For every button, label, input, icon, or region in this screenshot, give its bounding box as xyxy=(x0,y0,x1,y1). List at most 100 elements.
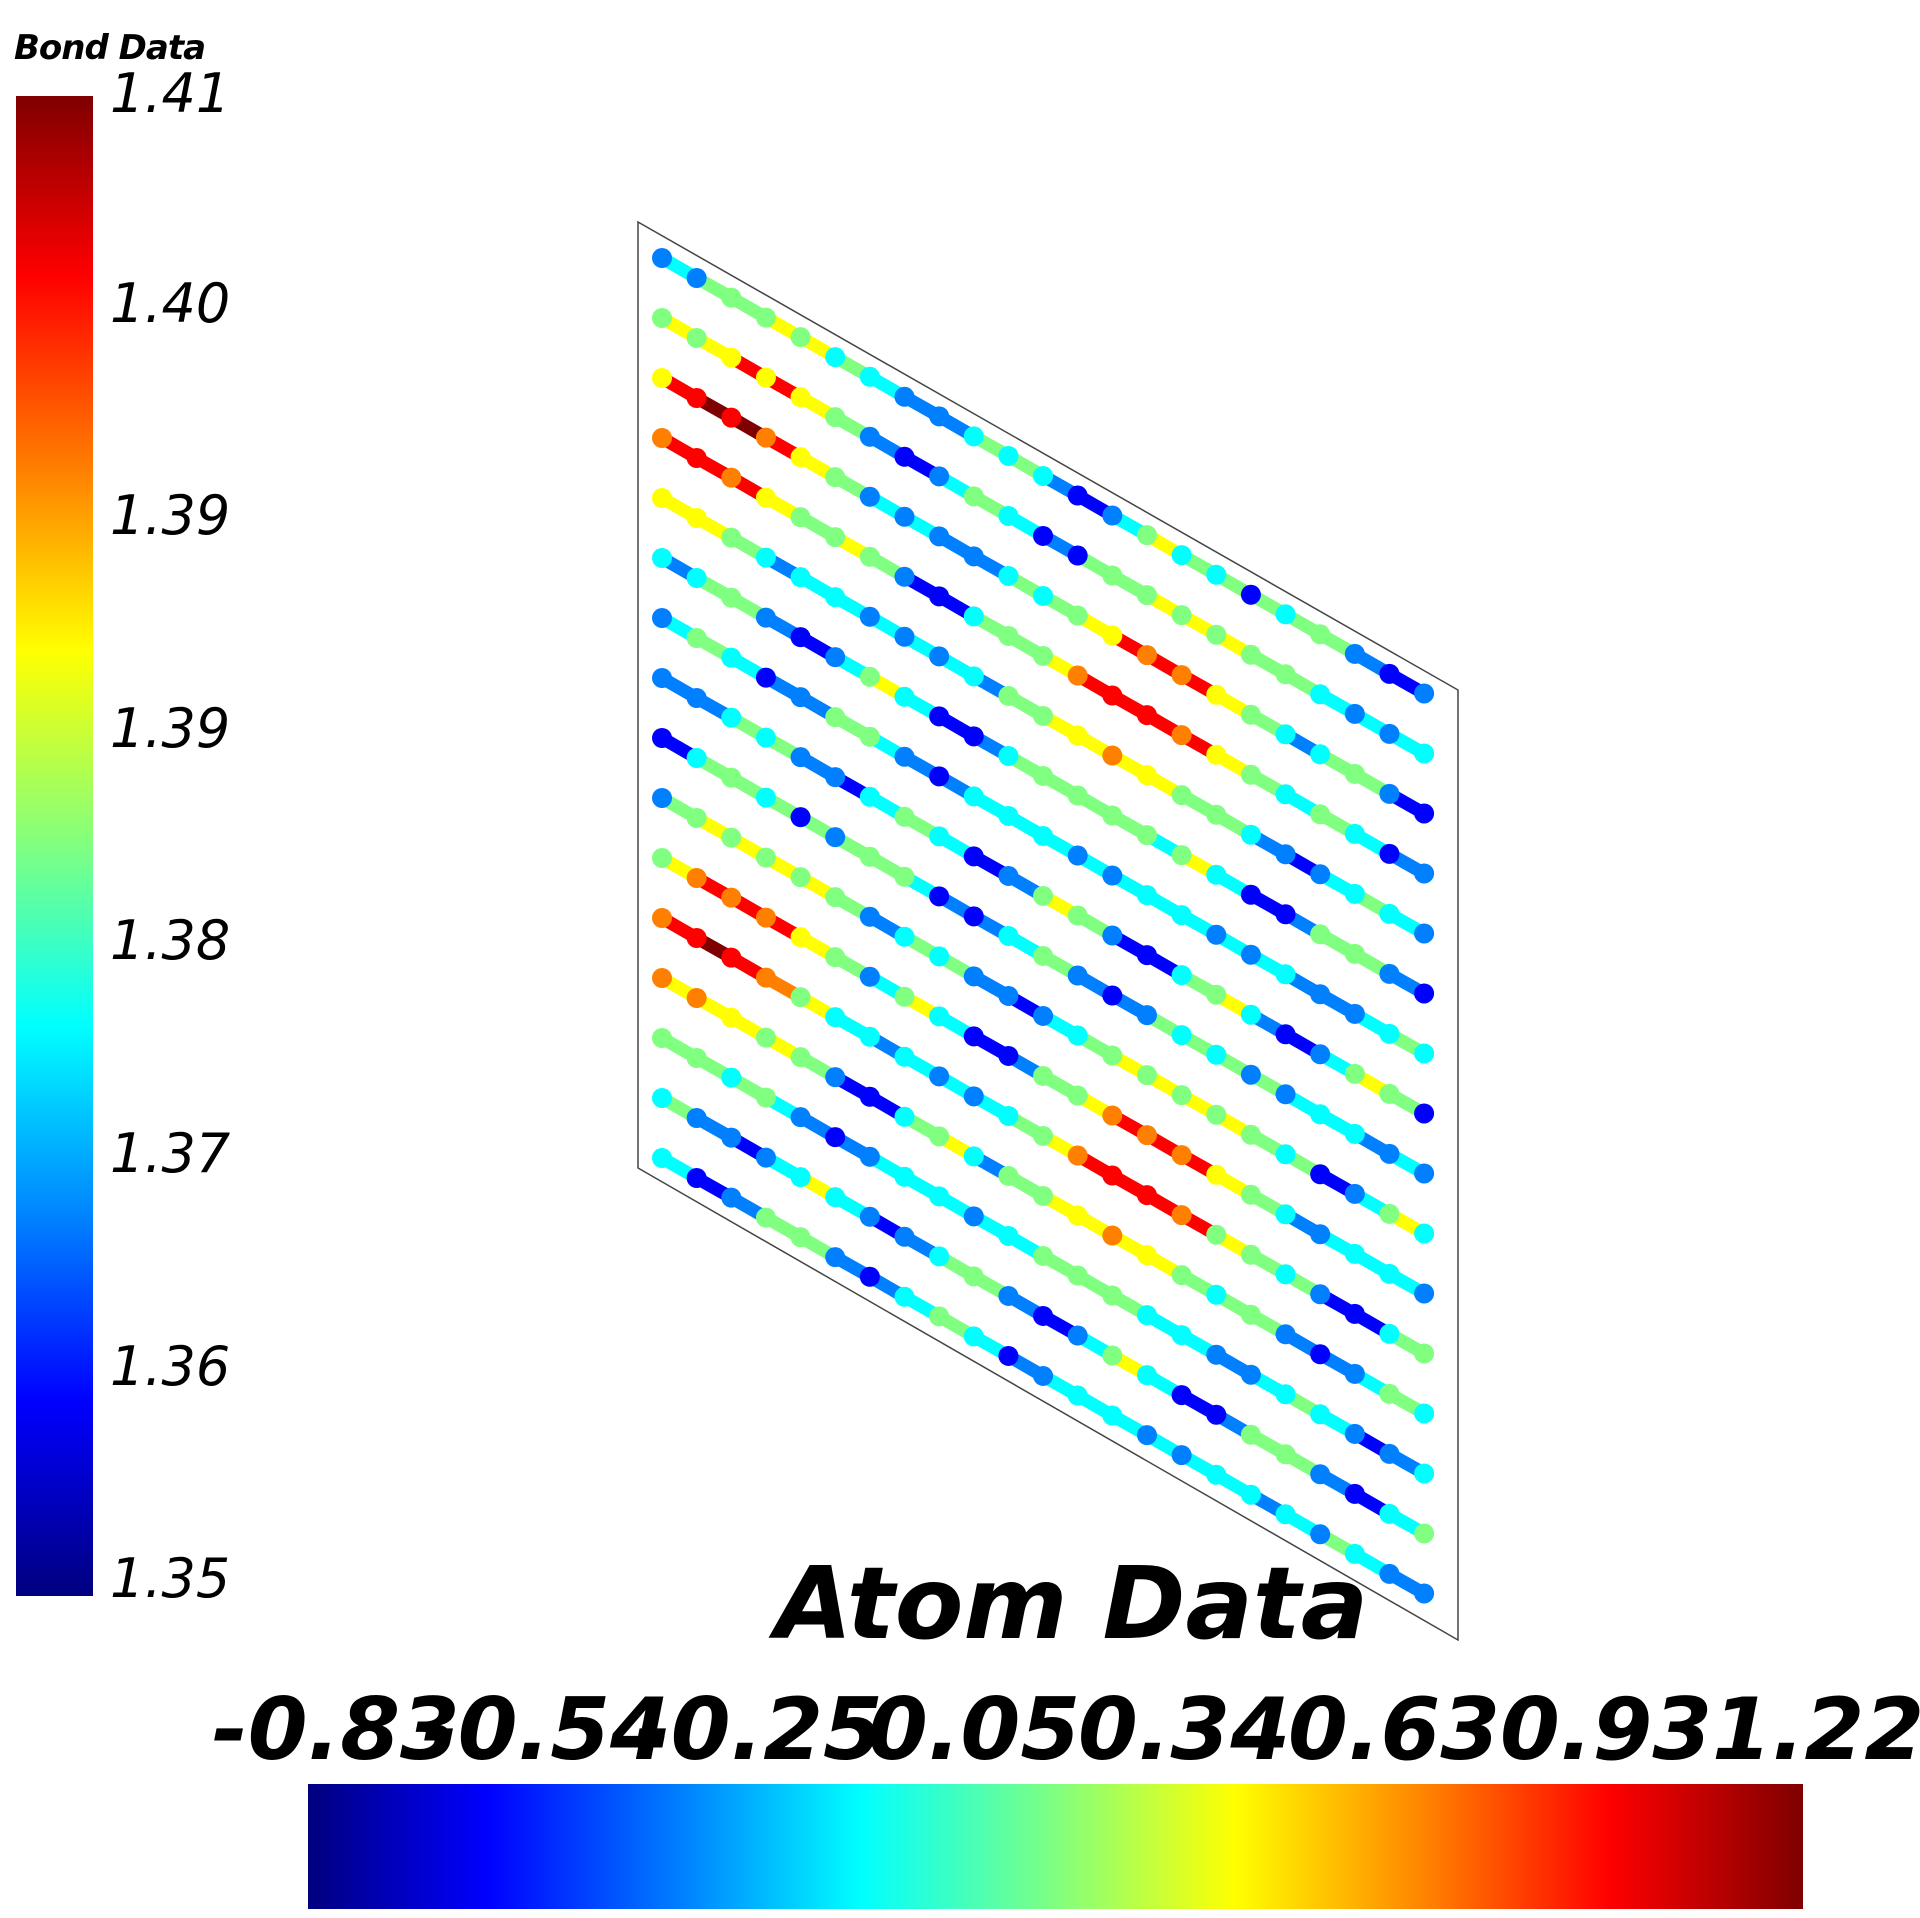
atom xyxy=(686,1168,707,1188)
atom xyxy=(859,966,880,987)
atom xyxy=(998,1105,1019,1126)
atom-tick: -0.25 xyxy=(635,1680,883,1780)
atom xyxy=(1275,604,1296,625)
atom xyxy=(1136,645,1157,666)
atom xyxy=(1379,1263,1400,1284)
atom xyxy=(929,1186,950,1207)
atom xyxy=(1414,1403,1435,1424)
bond-colorbar xyxy=(16,96,93,1596)
atom xyxy=(998,805,1019,826)
atom xyxy=(998,1225,1019,1246)
atom xyxy=(1414,863,1435,884)
atom xyxy=(755,727,776,748)
atom xyxy=(859,846,880,867)
atom-tick: -0.83 xyxy=(212,1680,460,1780)
atom xyxy=(1344,943,1365,964)
atom xyxy=(929,1066,950,1087)
atom xyxy=(1275,1024,1296,1045)
atom-colorbar xyxy=(308,1784,1803,1909)
atom xyxy=(825,1007,846,1028)
atom xyxy=(1240,1004,1261,1025)
atom xyxy=(1275,1384,1296,1405)
atom xyxy=(1067,605,1088,626)
atom xyxy=(1414,1283,1435,1304)
atom xyxy=(790,1227,811,1248)
atom xyxy=(686,268,707,288)
atom-tick: 1.22 xyxy=(1712,1680,1920,1780)
atom xyxy=(755,547,776,568)
atom xyxy=(998,985,1019,1006)
atom xyxy=(790,567,811,588)
atom xyxy=(1275,1504,1296,1525)
atom xyxy=(1240,1484,1261,1505)
atom xyxy=(1171,545,1192,566)
atom xyxy=(825,947,846,968)
atom xyxy=(998,925,1019,946)
atom xyxy=(929,1006,950,1027)
atom xyxy=(1240,1064,1261,1085)
atom xyxy=(1102,1165,1123,1186)
atom xyxy=(1067,785,1088,806)
atom xyxy=(998,1285,1019,1306)
atom xyxy=(686,928,707,948)
atom xyxy=(1344,1363,1365,1384)
atom xyxy=(1067,1145,1088,1166)
atom xyxy=(859,486,880,507)
bonds-group xyxy=(655,251,1431,1600)
atom xyxy=(652,788,672,808)
atom xyxy=(825,347,846,368)
atom xyxy=(963,426,984,447)
atom xyxy=(825,1127,846,1148)
atoms-group xyxy=(652,248,1435,1604)
atom xyxy=(1067,1205,1088,1226)
atom xyxy=(1379,1443,1400,1464)
atom xyxy=(894,506,915,527)
atom xyxy=(1033,465,1054,486)
atom xyxy=(963,846,984,867)
atom xyxy=(1344,1483,1365,1504)
atom xyxy=(825,1187,846,1208)
atom xyxy=(1240,884,1261,905)
atom xyxy=(1033,705,1054,726)
atom xyxy=(825,1067,846,1088)
atom xyxy=(929,526,950,547)
atom xyxy=(652,728,672,748)
atom xyxy=(686,448,707,468)
atom xyxy=(1240,704,1261,725)
atom xyxy=(721,707,742,728)
atom xyxy=(1275,904,1296,925)
atom xyxy=(1206,1344,1227,1365)
atom xyxy=(1067,1085,1088,1106)
atom xyxy=(1136,1125,1157,1146)
atom xyxy=(790,507,811,528)
atom xyxy=(1240,644,1261,665)
atom xyxy=(1379,1083,1400,1104)
atom xyxy=(825,467,846,488)
atom xyxy=(1033,765,1054,786)
atom xyxy=(894,746,915,767)
atom xyxy=(1102,925,1123,946)
atom xyxy=(963,1086,984,1107)
atom xyxy=(1136,885,1157,906)
atom xyxy=(1414,743,1435,764)
atom xyxy=(1379,1143,1400,1164)
atom xyxy=(1240,1364,1261,1385)
atom xyxy=(1033,945,1054,966)
atom xyxy=(929,1246,950,1267)
atom xyxy=(790,327,811,348)
atom xyxy=(1102,745,1123,766)
atom xyxy=(963,1326,984,1347)
atom xyxy=(1136,1005,1157,1026)
atom xyxy=(894,806,915,827)
atom-tick: 0.63 xyxy=(1288,1680,1501,1780)
atom xyxy=(1414,983,1435,1004)
atom xyxy=(929,1306,950,1327)
atom xyxy=(1275,964,1296,985)
atom xyxy=(652,968,672,988)
atom xyxy=(1033,1065,1054,1086)
atom xyxy=(1033,1245,1054,1266)
atom xyxy=(929,766,950,787)
atom xyxy=(929,646,950,667)
atom xyxy=(755,1027,776,1048)
atom xyxy=(1206,1464,1227,1485)
